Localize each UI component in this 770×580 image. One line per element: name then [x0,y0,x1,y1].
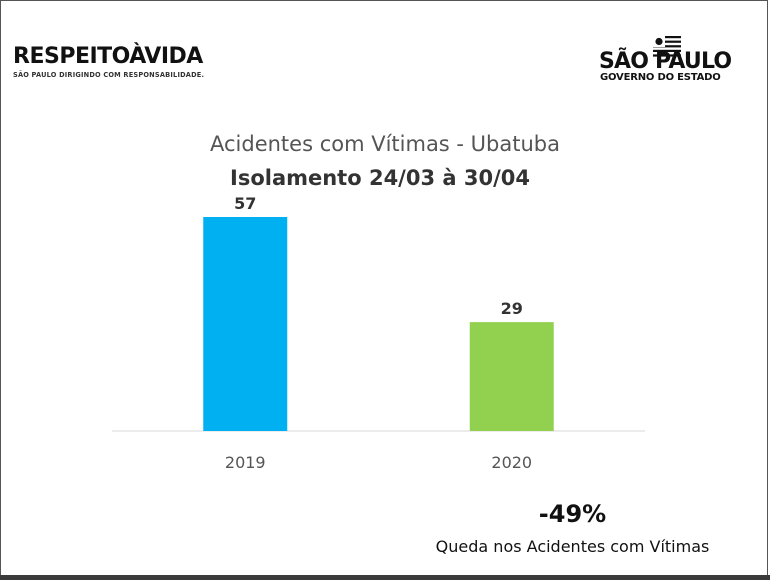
summary-label: Queda nos Acidentes com Vítimas [435,537,710,556]
chart-subtitle: Isolamento 24/03 à 30/04 [230,166,530,190]
x-tick-label-2020: 2020 [491,453,532,472]
summary-percentage: -49% [538,500,607,528]
data-label-2020: 29 [501,299,523,318]
logo-left-sub-text: SÃO PAULO DIRIGINDO COM RESPONSABILIDADE… [13,71,205,79]
data-label-2019: 57 [234,194,256,213]
bar-2020 [469,322,554,431]
slide-bottom-border [0,575,770,580]
logo-right-name: SÃO PAULO [599,49,732,74]
chart-title: Acidentes com Vítimas - Ubatuba [209,132,560,156]
logo-right-sub-text: GOVERNO DO ESTADO [600,72,721,83]
logo-left-main-text: RESPEITOÀVIDA [13,44,203,69]
respeito-a-vida-logo: RESPEITOÀVIDA SÃO PAULO DIRIGINDO COM RE… [13,44,205,80]
bar-2019 [203,217,288,431]
x-tick-label-2019: 2019 [225,453,266,472]
sao-paulo-flag-icon [653,36,681,57]
sao-paulo-government-logo: SÃO PAULO GOVERNO DO ESTADO [598,34,733,84]
